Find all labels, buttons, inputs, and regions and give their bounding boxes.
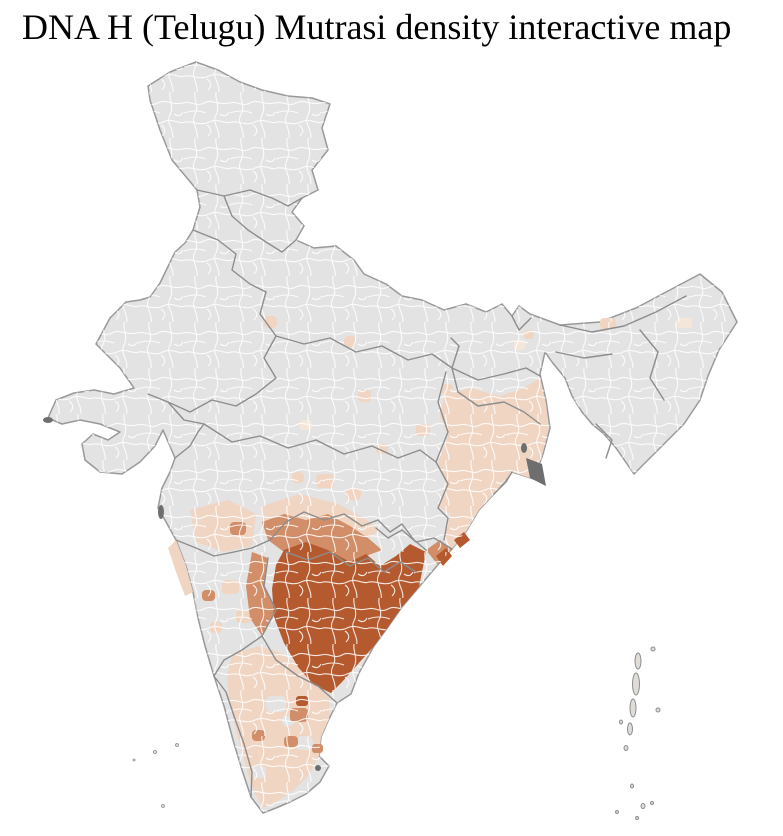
kolkata-speck bbox=[521, 443, 527, 453]
urban-delta-specks bbox=[43, 417, 546, 771]
sundarbans-delta bbox=[526, 458, 546, 486]
coast-speck bbox=[315, 765, 321, 771]
andaman-nicobar-islands bbox=[615, 646, 661, 820]
lakshadweep-islands bbox=[132, 743, 179, 808]
state-borders bbox=[147, 189, 687, 798]
mumbai-city-speck bbox=[158, 505, 164, 519]
district-high-srikakulam[interactable] bbox=[454, 532, 470, 548]
district-mesh-overlay bbox=[48, 62, 737, 813]
page-title: DNA H (Telugu) Mutrasi density interacti… bbox=[22, 7, 732, 47]
kutch-tip-speck bbox=[43, 417, 53, 423]
region-low-konkan-strip[interactable] bbox=[168, 540, 193, 596]
